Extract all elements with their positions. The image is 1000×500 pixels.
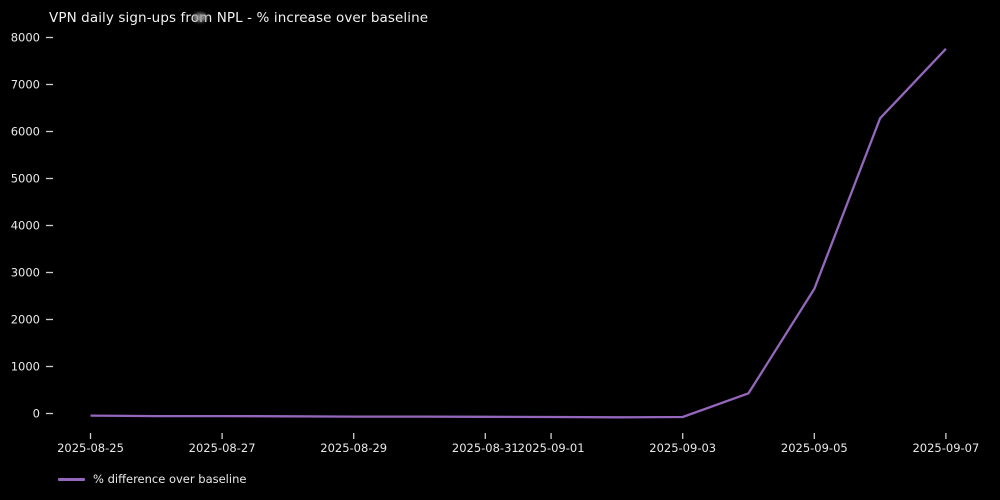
x-axis: 2025-08-25 2025-08-27 2025-08-29 2025-08-31… <box>57 433 979 455</box>
x-tick-label: 2025-09-07 <box>912 441 979 455</box>
y-tick-label: 4000 <box>11 219 40 233</box>
series-line <box>90 48 947 419</box>
y-tick-label: 8000 <box>11 31 40 45</box>
x-tick-label: 2025-08-25 <box>57 441 124 455</box>
x-tick-label: 2025-08-29 <box>320 441 387 455</box>
x-tick-label: 2025-08-31 <box>452 441 519 455</box>
x-tick-label: 2025-09-01 <box>518 441 585 455</box>
y-tick-label: 1000 <box>11 360 40 374</box>
y-tick-label: 5000 <box>11 172 40 186</box>
legend-line-swatch <box>58 477 85 481</box>
y-axis: 0 1000 2000 3000 4000 5000 6000 7000 8000 <box>11 31 53 421</box>
x-tick-label: 2025-08-27 <box>189 441 256 455</box>
x-tick-label: 2025-09-05 <box>781 441 848 455</box>
x-tick-label: 2025-09-03 <box>649 441 716 455</box>
y-tick-label: 7000 <box>11 78 40 92</box>
legend-label: % difference over baseline <box>93 472 247 486</box>
y-tick-label: 6000 <box>11 125 40 139</box>
legend: % difference over baseline <box>58 471 246 487</box>
y-tick-label: 0 <box>33 407 40 421</box>
y-tick-label: 3000 <box>11 266 40 280</box>
y-tick-label: 2000 <box>11 313 40 327</box>
cursor-artifact <box>193 13 207 22</box>
chart-title: VPN daily sign-ups from NPL - % increase… <box>49 10 429 26</box>
